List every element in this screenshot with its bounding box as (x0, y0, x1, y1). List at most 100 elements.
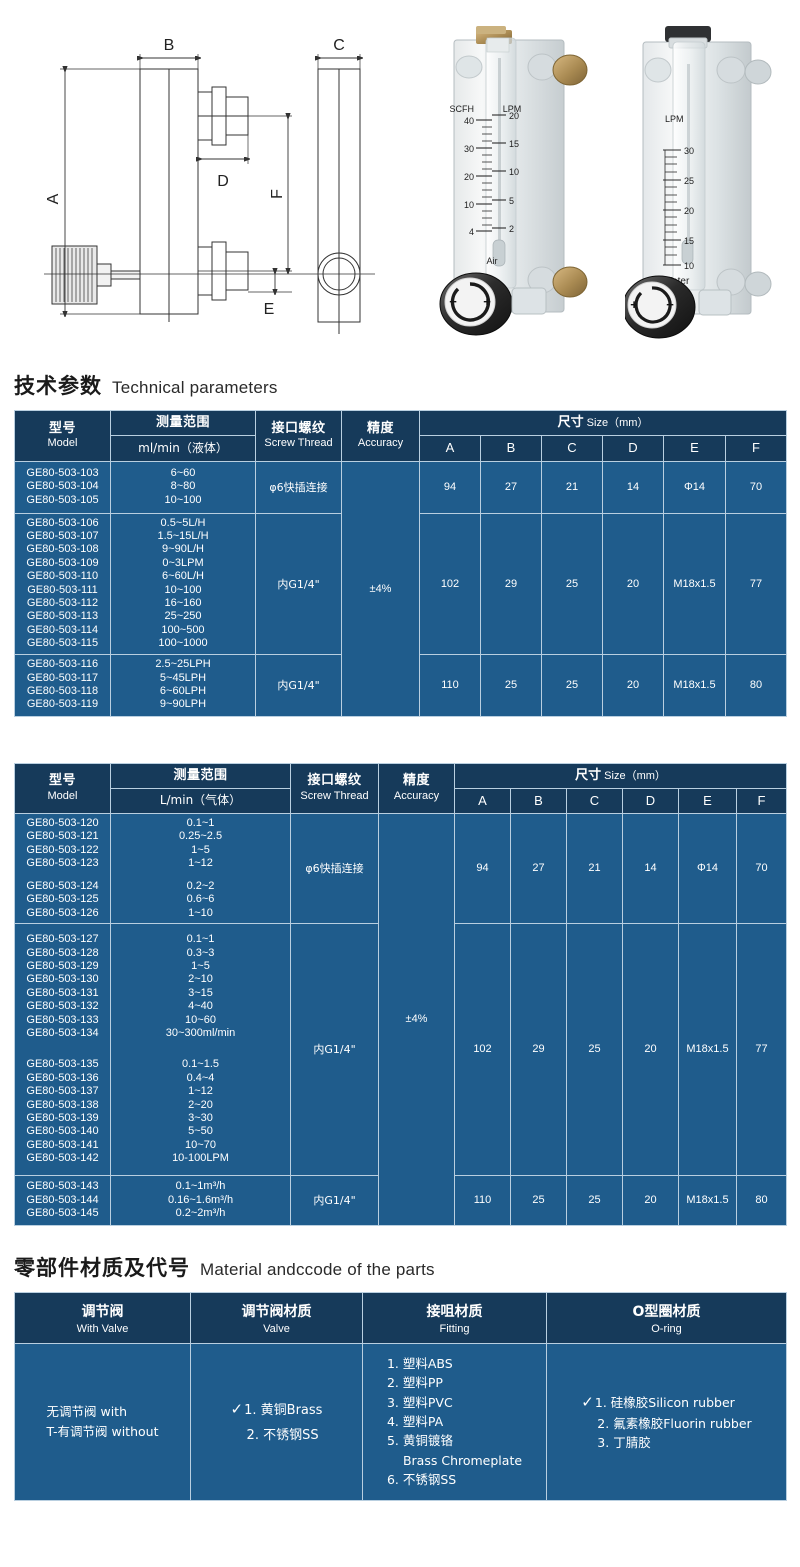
liquid-e-g2: M18x1.5 (663, 512, 726, 655)
gas-header-dim-c: C (566, 787, 623, 815)
liquid-f-g1: 70 (725, 460, 787, 514)
gas-models-g2: GE80-503-127 GE80-503-128 GE80-503-129 G… (14, 922, 111, 1176)
header-dim-c: C (541, 435, 603, 462)
liquid-ranges-g1: 6~60 8~80 10~100 (110, 460, 256, 514)
liquid-table-wrap: 型号 Model 测量范围 接口螺纹 Screw Thread 精度 Accur… (14, 409, 787, 717)
table-row: GE80-503-127 GE80-503-128 GE80-503-129 G… (14, 922, 787, 1176)
gas-header-dim-b: B (510, 787, 567, 815)
header-size-cn: 尺寸 (557, 415, 584, 430)
fitting-option-5[interactable]: 5. 黄铜镀铬 (386, 1433, 453, 1449)
drawing-label-b: B (164, 37, 175, 54)
air-left-tick-10: 10 (464, 200, 474, 210)
gas-c-g3: 25 (566, 1174, 623, 1226)
water-tick-15: 15 (684, 236, 694, 246)
oring-option-1[interactable]: ✓1. 硅橡胶Silicon rubber (581, 1392, 735, 1411)
air-right-tick-5: 5 (509, 196, 514, 206)
header-range-cn: 测量范围 (155, 415, 210, 430)
fitting-option-5-cont: Brass Chromeplate (402, 1452, 523, 1468)
materials-header-oring: O型圈材质 O-ring (546, 1291, 787, 1344)
fitting-option-6[interactable]: 6. 不锈钢SS (386, 1472, 457, 1488)
dimension-drawing: A B C D E F (30, 24, 380, 344)
water-tick-25: 25 (684, 176, 694, 186)
drawing-label-a: A (45, 193, 62, 204)
gas-header-thread: 接口螺纹 Screw Thread (290, 762, 379, 815)
gas-header-accuracy: 精度 Accuracy (378, 762, 455, 815)
with-valve-line-2: T-有调节阀 without (46, 1423, 159, 1439)
gas-e-g3: M18x1.5 (678, 1174, 737, 1226)
dimension-drawing-svg: A B C D E F (44, 37, 375, 334)
water-knob-minus: − (666, 297, 674, 312)
gas-header-size-en: Size（mm） (604, 769, 666, 782)
liquid-e-g1: Φ14 (663, 460, 726, 514)
water-tick-20: 20 (684, 206, 694, 216)
liquid-thread-g1: φ6快插连接 (255, 460, 342, 514)
fitting-option-4[interactable]: 4. 塑料PA (386, 1414, 444, 1430)
air-knob-minus: − (449, 294, 457, 309)
liquid-e-g3: M18x1.5 (663, 653, 726, 717)
fitting-option-1[interactable]: 1. 塑料ABS (386, 1355, 453, 1371)
air-right-tick-2: 2 (509, 224, 514, 234)
header-dim-e: E (663, 435, 726, 462)
gas-header-range: 测量范围 (110, 762, 291, 789)
gas-f-g1: 70 (736, 813, 787, 924)
gas-header-dim-d: D (622, 787, 679, 815)
header-dim-b: B (480, 435, 542, 462)
gas-spec-table: 型号 Model 测量范围 接口螺纹 Screw Thread 精度 Accur… (14, 762, 787, 1226)
valve-option-1[interactable]: ✓1. 黄铜Brass (230, 1400, 323, 1419)
valve-option-2[interactable]: 2. 不锈钢SS (246, 1427, 319, 1443)
air-scale-unit-left: SCFH (450, 104, 475, 114)
gas-header-thread-cn: 接口螺纹 (307, 773, 362, 789)
header-accuracy: 精度 Accuracy (341, 410, 420, 462)
gas-header-model-cn: 型号 (48, 773, 76, 789)
fitting-option-3[interactable]: 3. 塑料PVC (386, 1394, 453, 1410)
materials-cell-oring: ✓1. 硅橡胶Silicon rubber 2. 氟素橡胶Fluorin rub… (546, 1342, 787, 1501)
materials-header-fitting: 接咀材质 Fitting (362, 1291, 547, 1344)
gas-header-row-2: L/min（气体） A B C D E F (15, 787, 787, 815)
header-thread-cn: 接口螺纹 (271, 420, 326, 436)
liquid-c-g1: 21 (541, 460, 603, 514)
liquid-spec-table: 型号 Model 测量范围 接口螺纹 Screw Thread 精度 Accur… (14, 409, 787, 717)
gas-accuracy: ±4% (378, 813, 455, 1226)
table-row: GE80-503-106 GE80-503-107 GE80-503-108 G… (14, 512, 787, 655)
header-model: 型号 Model (14, 410, 111, 462)
gas-ranges-g2: 0.1~1 0.3~3 1~5 2~10 3~15 4~40 10~60 30~… (110, 922, 291, 1176)
section-heading-technical: 技术参数 Technical parameters (14, 370, 800, 400)
header-model-en: Model (47, 437, 78, 449)
gas-header-model-en: Model (47, 789, 78, 802)
gas-ranges-g3: 0.1~1m³/h 0.16~1.6m³/h 0.2~2m³/h (110, 1174, 291, 1226)
water-tick-30: 30 (684, 146, 694, 156)
liquid-accuracy: ±4% (341, 460, 420, 717)
gas-a-g2: 102 (454, 922, 511, 1176)
liquid-d-g1: 14 (602, 460, 664, 514)
fitting-option-2[interactable]: 2. 塑料PP (386, 1375, 443, 1391)
liquid-ranges-g3: 2.5~25LPH 5~45LPH 6~60LPH 9~90LPH (110, 653, 256, 717)
gas-header-dim-e: E (678, 787, 737, 815)
drawing-label-f: F (269, 189, 286, 199)
header-unit-gas: L/min（气体） (110, 787, 291, 815)
water-scale-unit: LPM (665, 114, 684, 124)
gas-f-g3: 80 (736, 1174, 787, 1226)
header-accuracy-cn: 精度 (366, 420, 394, 436)
gas-a-g1: 94 (454, 813, 511, 924)
check-icon: ✓ (581, 1392, 594, 1411)
liquid-b-g2: 29 (480, 512, 542, 655)
materials-table: 调节阀 With Valve 调节阀材质 Valve 接咀材质 Fitting … (14, 1291, 787, 1501)
gas-header-dim-a: A (454, 787, 511, 815)
header-model-cn: 型号 (48, 420, 76, 436)
liquid-a-g2: 102 (419, 512, 481, 655)
liquid-b-g1: 27 (480, 460, 542, 514)
air-scale-unit-right: LPM (503, 104, 522, 114)
header-thread-en: Screw Thread (264, 437, 333, 449)
oring-option-3[interactable]: 3. 丁腈胶 (597, 1435, 651, 1451)
table-row: GE80-503-116 GE80-503-117 GE80-503-118 G… (14, 653, 787, 717)
gas-thread-g1: φ6快插连接 (290, 813, 379, 924)
gas-b-g1: 27 (510, 813, 567, 924)
air-knob-plus: + (483, 294, 491, 309)
materials-cell-fitting: 1. 塑料ABS 2. 塑料PP 3. 塑料PVC 4. 塑料PA 5. 黄铜镀… (362, 1342, 547, 1501)
oring-option-2[interactable]: 2. 氟素橡胶Fluorin rubber (597, 1415, 752, 1431)
gas-d-g2: 20 (622, 922, 679, 1176)
gas-header-dim-f: F (736, 787, 787, 815)
header-dim-d: D (602, 435, 664, 462)
liquid-models-g3: GE80-503-116 GE80-503-117 GE80-503-118 G… (14, 653, 111, 717)
